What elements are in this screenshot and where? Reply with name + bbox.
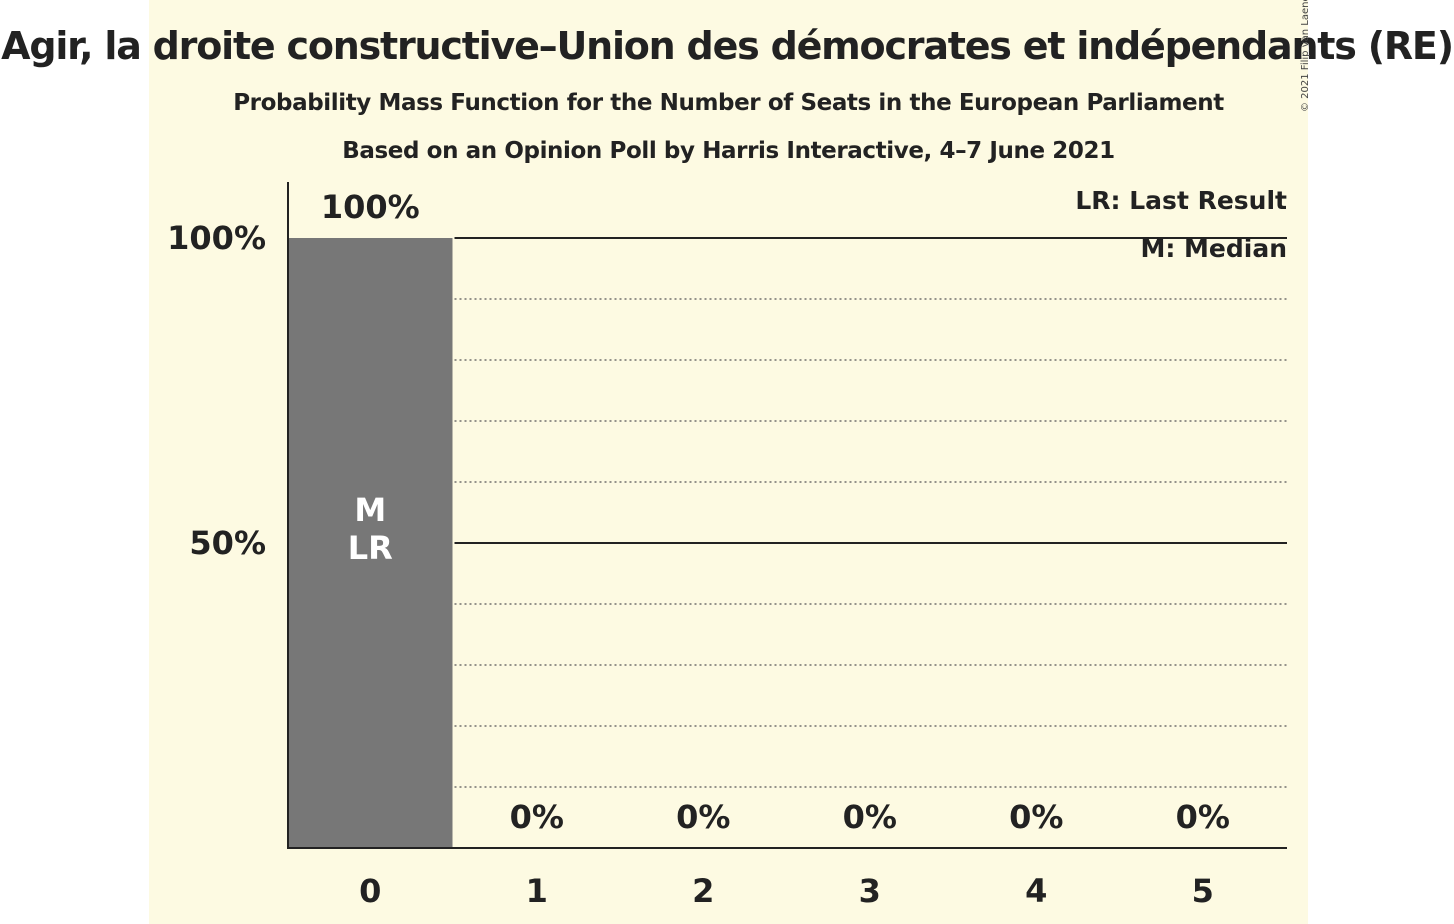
bar-value-label: 0% bbox=[676, 798, 730, 836]
median-marker: M bbox=[354, 491, 386, 529]
bar-value-label: 0% bbox=[1009, 798, 1063, 836]
bars bbox=[288, 238, 453, 848]
bar-value-label: 0% bbox=[510, 798, 564, 836]
y-tick-label: 50% bbox=[189, 524, 266, 562]
labels: 100% 50% 100% 0 0% 1 0% 2 0% 3 0% 4 0% 5 MLR bbox=[167, 188, 1230, 910]
legend-last-result: LR: Last Result bbox=[1075, 186, 1287, 215]
chart-subtitle: Probability Mass Function for the Number… bbox=[233, 90, 1224, 116]
x-tick-label: 0 bbox=[359, 872, 381, 910]
bar-0 bbox=[288, 238, 453, 848]
bar-value-label: 100% bbox=[321, 188, 420, 226]
x-tick-label: 2 bbox=[692, 872, 714, 910]
last-result-marker: LR bbox=[348, 529, 393, 567]
bar-value-label: 0% bbox=[1176, 798, 1230, 836]
x-tick-label: 4 bbox=[1025, 872, 1047, 910]
y-tick-label: 100% bbox=[167, 219, 266, 257]
axes bbox=[287, 182, 1287, 849]
x-tick-label: 3 bbox=[859, 872, 881, 910]
bar-value-label: 0% bbox=[843, 798, 897, 836]
chart-title: Agir, la droite constructive–Union des d… bbox=[1, 24, 1454, 68]
x-tick-label: 1 bbox=[526, 872, 548, 910]
legend-median: M: Median bbox=[1140, 234, 1287, 263]
chart-source: Based on an Opinion Poll by Harris Inter… bbox=[342, 138, 1115, 164]
grid-lines bbox=[454, 237, 1287, 788]
x-tick-label: 5 bbox=[1192, 872, 1214, 910]
